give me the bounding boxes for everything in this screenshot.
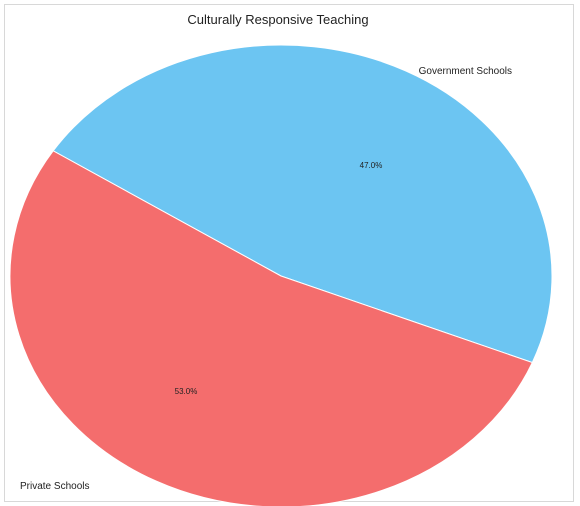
slice-percent-government-schools: 47.0% — [360, 161, 383, 170]
pie-labels: Government Schools 47.0% Private Schools 53… — [20, 66, 512, 492]
slice-percent-private-schools: 53.0% — [175, 387, 198, 396]
pie-slice-private-schools — [9, 150, 533, 506]
chart-title: Culturally Responsive Teaching — [187, 12, 368, 27]
pie-slices — [9, 44, 553, 506]
slice-label-private-schools: Private Schools — [20, 481, 89, 492]
pie-slice-government-schools — [52, 44, 553, 364]
slice-label-government-schools: Government Schools — [419, 66, 512, 77]
